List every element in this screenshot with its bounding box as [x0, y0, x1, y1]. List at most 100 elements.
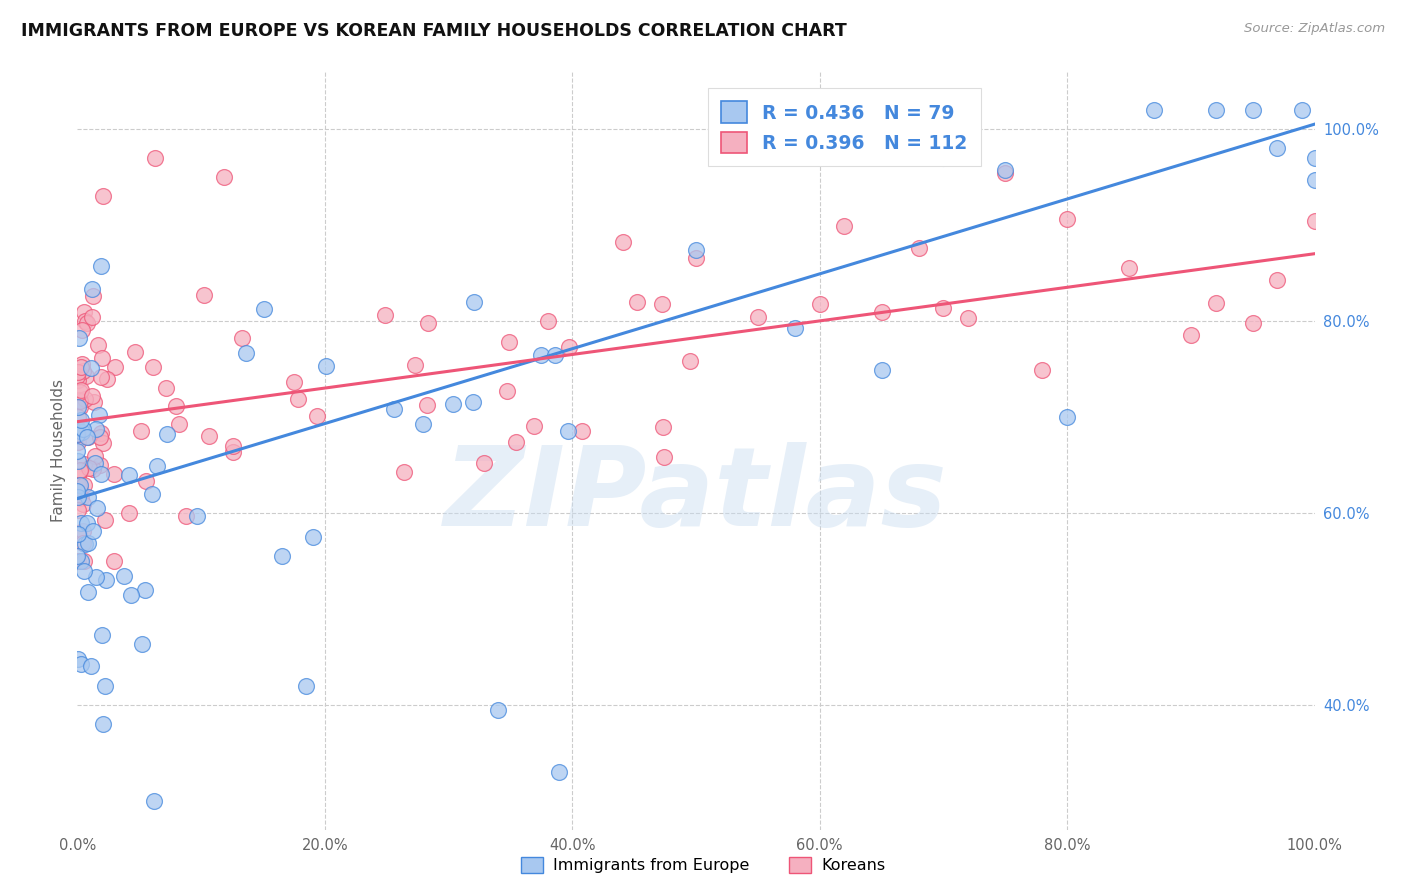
Point [67, 525, 90, 540]
Point [834, 219, 856, 233]
Point [66, 410, 89, 425]
Point [932, 301, 955, 316]
Point [82, 389, 104, 403]
Point [90, 627, 112, 641]
Point [72, 536, 94, 550]
Point [70, 657, 93, 672]
Point [67, 400, 90, 414]
Point [134, 582, 156, 597]
Point [441, 396, 464, 410]
Point [544, 348, 567, 362]
Point [91, 436, 114, 450]
Point [66, 444, 89, 458]
Point [84, 456, 107, 470]
Point [77, 536, 100, 550]
Point [271, 549, 294, 563]
Point [66, 420, 89, 434]
Point [67, 426, 90, 441]
Point [1180, 328, 1202, 343]
Point [69, 481, 91, 495]
Point [89, 458, 111, 473]
Point [302, 530, 325, 544]
Point [76, 516, 98, 531]
Point [1241, 103, 1264, 117]
Point [295, 679, 318, 693]
Point [374, 308, 396, 322]
Point [77, 430, 100, 444]
Point [415, 398, 437, 412]
Point [91, 351, 114, 365]
Point [1303, 213, 1326, 227]
Point [287, 392, 309, 406]
Point [72, 524, 94, 539]
Point [120, 588, 142, 602]
Point [69, 393, 91, 408]
Point [70, 491, 93, 505]
Point [77, 585, 100, 599]
Point [83, 449, 105, 463]
Point [72, 497, 94, 511]
Point [124, 345, 146, 359]
Point [472, 456, 495, 470]
Point [957, 310, 980, 325]
Point [305, 409, 328, 423]
Point [523, 419, 546, 434]
Point [91, 189, 114, 203]
Point [142, 794, 165, 808]
Point [73, 305, 96, 319]
Point [75, 537, 97, 551]
Point [76, 316, 98, 330]
Point [70, 425, 93, 439]
Point [73, 478, 96, 492]
Point [66, 365, 89, 379]
Point [870, 363, 893, 377]
Point [129, 424, 152, 438]
Point [155, 381, 177, 395]
Point [83, 395, 105, 409]
Point [404, 358, 426, 372]
Point [808, 141, 831, 155]
Point [67, 435, 90, 450]
Point [69, 385, 91, 400]
Point [103, 554, 125, 568]
Point [193, 288, 215, 302]
Point [651, 297, 673, 311]
Point [96, 372, 118, 386]
Point [86, 501, 108, 516]
Point [679, 353, 702, 368]
Point [86, 422, 108, 436]
Point [212, 169, 235, 184]
Legend: Immigrants from Europe, Koreans: Immigrants from Europe, Koreans [515, 850, 891, 880]
Point [283, 375, 305, 389]
Point [156, 427, 179, 442]
Point [165, 399, 187, 413]
Point [80, 659, 103, 673]
Point [143, 151, 166, 165]
Point [67, 331, 90, 345]
Point [72, 457, 94, 471]
Point [69, 478, 91, 492]
Point [66, 549, 89, 563]
Point [69, 384, 91, 398]
Point [1205, 296, 1227, 310]
Point [1291, 103, 1313, 117]
Point [1056, 211, 1078, 226]
Point [685, 251, 707, 265]
Point [1267, 273, 1289, 287]
Point [382, 401, 405, 416]
Point [412, 417, 434, 432]
Point [80, 282, 103, 296]
Point [1118, 261, 1140, 276]
Point [1031, 363, 1053, 377]
Point [104, 359, 127, 374]
Point [66, 477, 89, 491]
Point [73, 392, 96, 406]
Point [1267, 141, 1289, 155]
Point [112, 569, 135, 583]
Point [79, 461, 101, 475]
Point [1303, 173, 1326, 187]
Point [253, 301, 276, 316]
Point [66, 652, 89, 666]
Point [69, 554, 91, 568]
Point [685, 243, 707, 257]
